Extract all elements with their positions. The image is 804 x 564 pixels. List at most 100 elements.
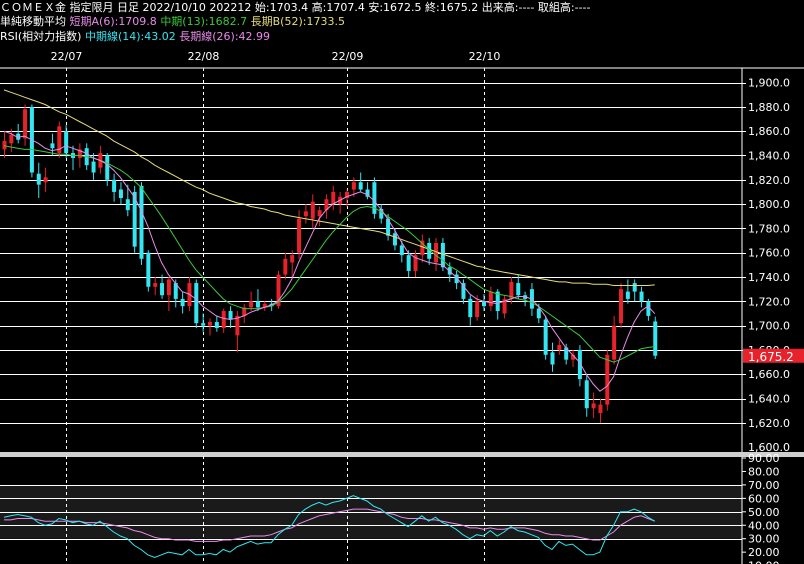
- candle: [509, 277, 514, 304]
- candle-body: [50, 143, 55, 149]
- ma-long-label: 長期B(52):: [250, 15, 307, 28]
- candle-body: [461, 283, 466, 299]
- candle-body: [468, 298, 473, 318]
- candle: [584, 374, 589, 417]
- candle-body: [228, 311, 233, 320]
- candle-body: [440, 242, 445, 268]
- candle-body: [262, 303, 267, 308]
- candle: [550, 342, 555, 372]
- price-tick-label: 1,620.0: [748, 417, 790, 430]
- candle-body: [379, 208, 384, 219]
- candle: [543, 315, 548, 360]
- candle-body: [57, 126, 62, 154]
- candle: [242, 303, 247, 324]
- candle-body: [406, 255, 411, 271]
- candle: [112, 173, 117, 202]
- candle-body: [365, 189, 370, 197]
- candle: [392, 228, 397, 251]
- candle: [399, 240, 404, 263]
- price-tick-label: 1,800.0: [748, 198, 790, 211]
- price-tick-label: 1,600.0: [748, 441, 790, 454]
- candle-body: [625, 291, 630, 299]
- open-interest-label: 取組高:: [537, 1, 575, 14]
- rsi-mid-line: [3, 495, 656, 559]
- candle-body: [434, 242, 439, 263]
- candle: [502, 295, 507, 319]
- ma-mid-label: 中期(13):: [160, 15, 209, 28]
- candle-body: [118, 189, 123, 199]
- ma-long-line: [3, 89, 655, 286]
- candle: [564, 343, 569, 365]
- candle-body: [605, 354, 610, 405]
- rsi-tick-label: 40.00: [748, 519, 780, 532]
- rsi-legend: RSI(相対力指数) 中期線(14):43.02 長期線(26):42.99: [0, 29, 270, 44]
- candle: [461, 279, 466, 304]
- price-tick-label: 1,700.0: [748, 320, 790, 333]
- candle: [625, 279, 630, 304]
- moving-average-legend: 単純移動平均 短期A(6):1709.8 中期(13):1682.7 長期B(5…: [0, 14, 345, 29]
- candle-body: [255, 301, 260, 308]
- candle: [406, 250, 411, 278]
- ma-short-legend: 短期A(6):1709.8: [70, 15, 157, 28]
- rsi-tick-label: 50.00: [748, 506, 780, 519]
- price-tick-label: 1,640.0: [748, 393, 790, 406]
- candle: [105, 153, 110, 186]
- candle: [228, 306, 233, 329]
- last-price-marker: 1,675.2: [743, 348, 804, 364]
- rsi-tick-label: 70.00: [748, 479, 780, 492]
- candle-body: [509, 281, 514, 299]
- price-tick-label: 1,660.0: [748, 368, 790, 381]
- price-tick-label: 1,840.0: [748, 149, 790, 162]
- candle-body: [502, 298, 507, 314]
- candle-body: [653, 321, 658, 356]
- rsi-tick-label: 30.00: [748, 533, 780, 546]
- candle: [221, 308, 226, 333]
- candle-body: [454, 274, 459, 284]
- rsi-long-value: 42.99: [238, 30, 271, 43]
- candle: [283, 252, 288, 280]
- chart-frame: [0, 67, 804, 564]
- candle: [125, 184, 130, 217]
- rsi-mid-legend: 中期線(14):43.02: [85, 30, 176, 43]
- candle-body: [208, 321, 212, 326]
- candle-body: [91, 161, 96, 173]
- low-label: 安:: [368, 1, 384, 14]
- candle: [2, 131, 7, 158]
- candle-body: [331, 191, 336, 205]
- candle: [653, 316, 658, 360]
- price-tick-label: 1,860.0: [748, 125, 790, 138]
- candle: [57, 121, 62, 158]
- candle: [317, 206, 322, 226]
- candle-body: [619, 289, 623, 324]
- candle: [639, 286, 644, 308]
- candle: [255, 289, 260, 312]
- rsi-gridlines: [0, 484, 742, 540]
- rsi-long-label: 長期線(26):: [179, 30, 239, 43]
- chart-gridlines: [0, 83, 746, 424]
- candle: [482, 294, 486, 312]
- candle: [619, 283, 623, 329]
- rsi-mid-label: 中期線(14):: [84, 30, 145, 43]
- candle: [612, 315, 617, 365]
- candle-body: [516, 283, 521, 296]
- candle: [214, 315, 219, 332]
- rsi-tick-label: 20.00: [748, 546, 780, 559]
- candle: [139, 182, 144, 265]
- candle: [118, 182, 123, 205]
- candle: [160, 274, 165, 299]
- candle: [420, 234, 425, 263]
- candle: [338, 191, 343, 214]
- candle-body: [132, 191, 137, 247]
- candle: [577, 345, 582, 387]
- candle-body: [235, 315, 240, 336]
- candle-body: [43, 177, 48, 183]
- last-price-box: [743, 348, 804, 363]
- candle-body: [317, 210, 322, 217]
- candle-body: [180, 298, 185, 307]
- candle: [386, 213, 391, 241]
- rsi-tick-label: 10.00: [748, 560, 780, 564]
- candle: [194, 279, 199, 329]
- candle-body: [358, 182, 363, 190]
- candle-body: [283, 258, 288, 275]
